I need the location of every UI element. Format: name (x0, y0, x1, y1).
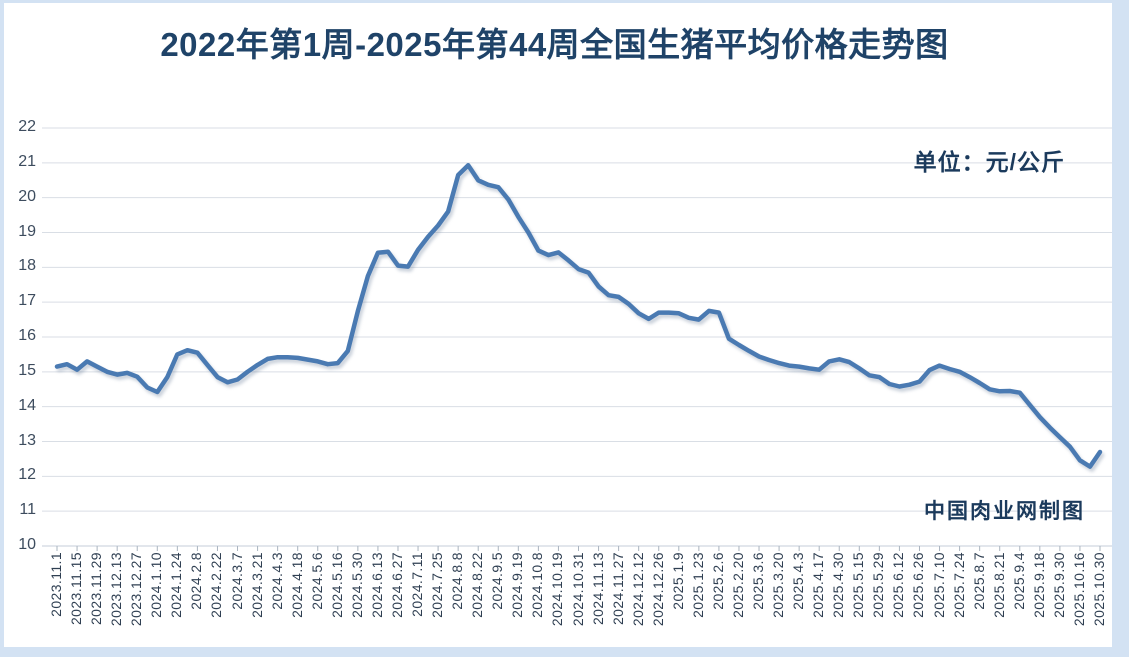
x-axis-label: 2025.7.10 (930, 552, 947, 618)
x-axis-label: 2024.1.10 (148, 552, 165, 618)
x-axis-label: 2025.3.20 (770, 552, 787, 618)
price-line (54, 163, 1103, 469)
y-axis-label: 16 (18, 327, 36, 344)
x-axis-label: 2025.6.12 (890, 552, 907, 618)
x-axis-label: 2025.8.21 (990, 552, 1007, 618)
x-axis-label: 2024.12.12 (629, 552, 646, 627)
x-axis-label: 2025.8.7 (970, 552, 987, 610)
y-axis-label: 15 (18, 361, 36, 379)
x-axis-label: 2025.1.9 (669, 552, 686, 610)
x-axis-label: 2025.4.17 (810, 552, 827, 618)
x-axis-label: 2024.7.11 (409, 552, 426, 617)
x-axis-label: 2025.1.23 (689, 552, 706, 618)
x-axis-label: 2024.8.22 (469, 552, 486, 618)
x-axis-label: 2025.4.3 (790, 552, 807, 610)
frame-edge-bottom (0, 647, 1129, 657)
x-axis-label: 2024.10.19 (549, 552, 566, 627)
x-axis-label: 2023.12.13 (108, 552, 125, 627)
y-axis-label: 12 (18, 466, 36, 484)
x-axis-label: 2023.11.15 (68, 552, 85, 626)
x-axis-label: 2024.6.13 (368, 552, 385, 618)
x-axis-label: 2024.7.25 (429, 552, 446, 618)
x-axis-label: 2024.5.30 (348, 552, 365, 618)
x-axis-label: 2024.4.3 (268, 552, 285, 610)
x-axis-label: 2024.1.24 (168, 552, 185, 618)
y-axis-label: 17 (18, 292, 36, 310)
x-axis-label: 2025.6.26 (910, 552, 927, 618)
frame-edge-left (0, 0, 4, 657)
x-axis-label: 2024.11.13 (589, 552, 606, 626)
y-axis-label: 22 (18, 118, 36, 135)
x-axis-label: 2023.11.1 (48, 552, 64, 617)
y-axis-label: 18 (18, 257, 36, 275)
y-axis-label: 10 (18, 536, 36, 553)
x-axis-label: 2024.5.6 (308, 552, 325, 610)
x-axis-label: 2024.9.19 (509, 552, 526, 618)
y-axis-label: 13 (18, 431, 36, 449)
x-axis-label: 2024.9.5 (489, 552, 506, 610)
x-axis-label: 2025.10.30 (1091, 552, 1107, 627)
x-axis-label: 2025.2.6 (709, 552, 726, 610)
x-axis-label: 2024.3.21 (248, 552, 265, 618)
x-axis-label: 2024.10.8 (529, 552, 546, 618)
x-axis-label: 2024.2.22 (208, 552, 225, 618)
chart-title: 2022年第1周-2025年第44周全国生猪平均价格走势图 (160, 26, 949, 63)
y-axis-label: 19 (18, 222, 36, 240)
x-axis-label: 2024.10.31 (569, 552, 586, 627)
y-axis-label: 21 (18, 152, 36, 170)
y-axis-label: 14 (18, 396, 36, 414)
x-axis-label: 2025.9.18 (1030, 552, 1047, 618)
frame-edge-top (0, 0, 1129, 3)
x-axis-label: 2024.5.16 (328, 552, 345, 618)
x-axis-label: 2025.5.15 (850, 552, 867, 618)
x-axis-label: 2024.2.8 (188, 552, 205, 610)
x-axis-label: 2024.8.8 (449, 552, 466, 610)
frame-edge-right (1112, 0, 1129, 657)
x-axis-label: 2025.2.20 (729, 552, 746, 618)
x-axis-label: 2023.11.29 (88, 552, 105, 626)
x-axis-label: 2025.10.16 (1070, 552, 1087, 627)
x-axis-label: 2025.3.6 (750, 552, 767, 610)
x-axis-label: 2024.3.7 (228, 552, 245, 610)
x-axis-label: 2025.9.30 (1050, 552, 1067, 618)
x-axis-label: 2025.7.24 (950, 552, 967, 618)
watermark-label: 中国肉业网制图 (924, 500, 1085, 523)
x-axis-label: 2024.6.27 (388, 552, 405, 618)
x-axis-label: 2025.5.29 (870, 552, 887, 618)
x-axis-label: 2024.12.26 (649, 552, 666, 627)
x-axis-label: 2023.12.27 (128, 552, 145, 627)
x-axis-label: 2024.4.18 (288, 552, 305, 618)
y-axis-label: 11 (19, 501, 36, 519)
x-axis-label: 2025.9.4 (1010, 552, 1027, 610)
unit-label: 单位：元/公斤 (913, 149, 1065, 175)
x-axis-label: 2025.4.30 (830, 552, 847, 618)
x-axis-label: 2024.11.27 (609, 552, 626, 626)
y-axis-label: 20 (18, 187, 36, 205)
